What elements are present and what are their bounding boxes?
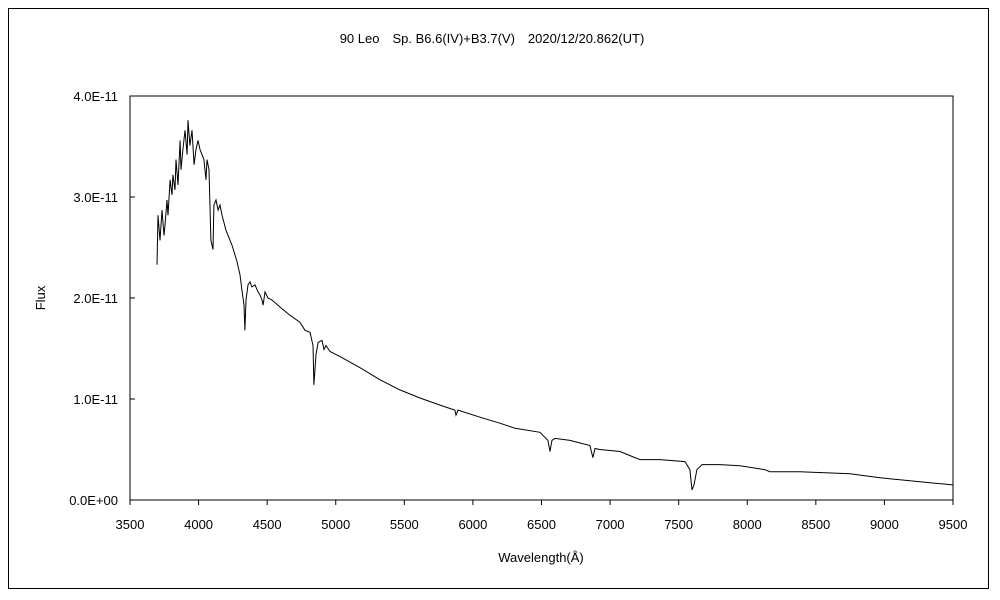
y-tick-label: 1.0E-11 <box>73 392 118 407</box>
y-axis-label: Flux <box>33 285 48 310</box>
chart-title: 90 Leo Sp. B6.6(IV)+B3.7(V) 2020/12/20.8… <box>340 31 645 46</box>
y-tick-label: 3.0E-11 <box>73 190 118 205</box>
x-tick-label: 4000 <box>184 517 213 532</box>
x-tick-label: 7500 <box>664 517 693 532</box>
chart-frame <box>8 8 989 589</box>
x-tick-label: 8000 <box>733 517 762 532</box>
x-tick-label: 9000 <box>870 517 899 532</box>
x-tick-label: 8500 <box>801 517 830 532</box>
x-tick-label: 9500 <box>939 517 968 532</box>
x-axis-label: Wavelength(Å) <box>498 550 584 565</box>
x-tick-label: 5500 <box>390 517 419 532</box>
y-tick-label: 0.0E+00 <box>69 493 118 508</box>
x-tick-label: 6500 <box>527 517 556 532</box>
x-tick-label: 7000 <box>596 517 625 532</box>
x-tick-label: 5000 <box>321 517 350 532</box>
flux-series-line <box>156 120 954 491</box>
y-tick-label: 2.0E-11 <box>73 291 118 306</box>
x-tick-label: 4500 <box>253 517 282 532</box>
x-tick-label: 6000 <box>458 517 487 532</box>
x-tick-label: 3500 <box>116 517 145 532</box>
plot-area <box>129 95 954 501</box>
y-tick-label: 4.0E-11 <box>73 89 118 104</box>
